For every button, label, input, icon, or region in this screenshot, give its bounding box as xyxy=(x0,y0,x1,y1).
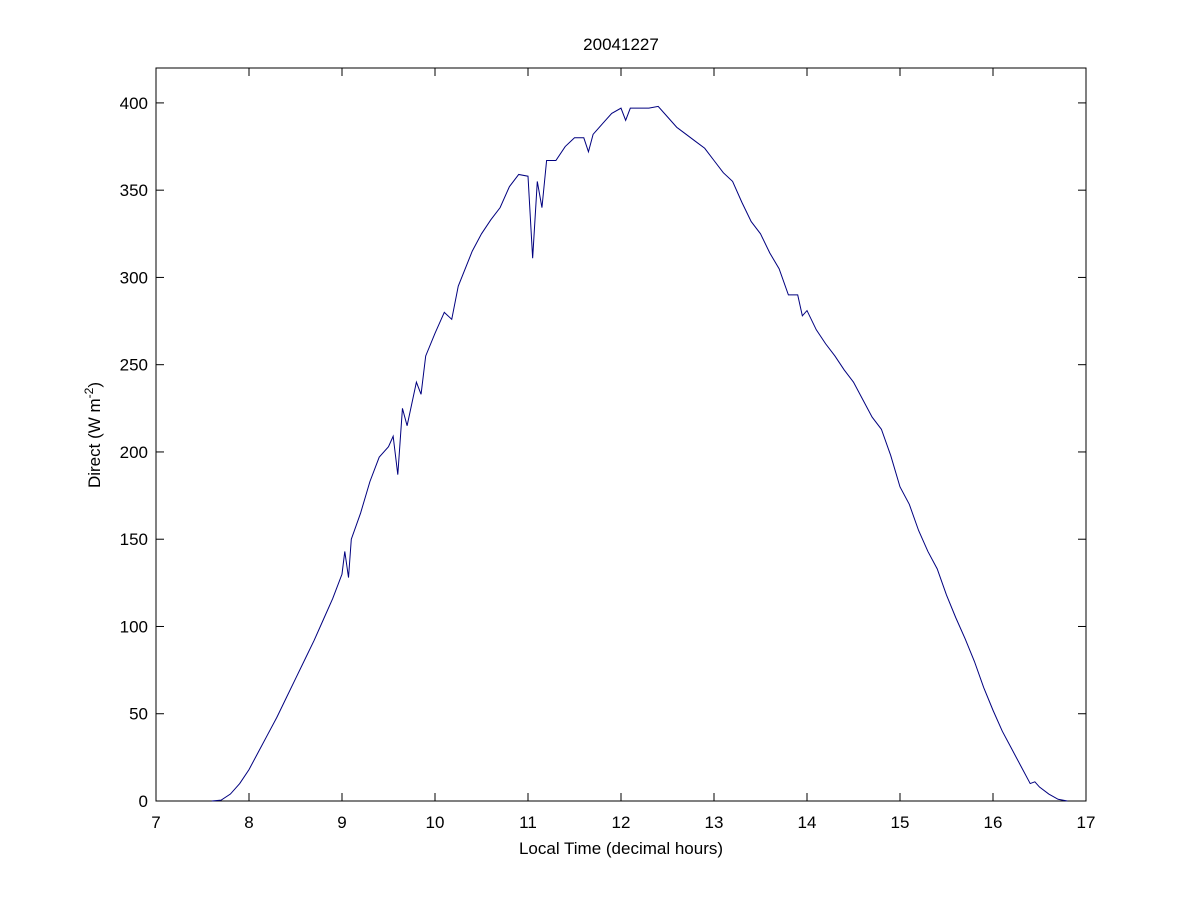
x-tick-label: 15 xyxy=(891,813,910,832)
y-axis-label-text: Direct (W m xyxy=(85,398,104,488)
y-tick-label: 350 xyxy=(120,181,148,200)
chart-title: 20041227 xyxy=(583,35,659,54)
data-line xyxy=(211,105,1068,802)
x-tick-label: 10 xyxy=(426,813,445,832)
y-tick-label: 250 xyxy=(120,356,148,375)
x-tick-label: 7 xyxy=(151,813,160,832)
x-tick-label: 9 xyxy=(337,813,346,832)
y-axis-label-suffix: ) xyxy=(85,382,104,388)
x-tick-label: 17 xyxy=(1077,813,1096,832)
x-tick-label: 12 xyxy=(612,813,631,832)
y-axis-label-sup: -2 xyxy=(82,387,96,398)
plot-frame xyxy=(155,67,1087,802)
y-tick-label: 0 xyxy=(139,792,148,811)
x-axis-label: Local Time (decimal hours) xyxy=(519,839,723,858)
x-tick-label: 8 xyxy=(244,813,253,832)
x-tick-label: 11 xyxy=(519,813,537,832)
y-tick-label: 200 xyxy=(120,443,148,462)
x-tick-label: 14 xyxy=(798,813,817,832)
y-tick-label: 50 xyxy=(129,705,148,724)
y-tick-label: 300 xyxy=(120,268,148,287)
y-axis-label: Direct (W m-2) xyxy=(82,382,104,488)
y-tick-label: 100 xyxy=(120,617,148,636)
x-tick-label: 13 xyxy=(705,813,724,832)
x-tick-label: 16 xyxy=(984,813,1003,832)
y-tick-label: 150 xyxy=(120,530,148,549)
y-tick-label: 400 xyxy=(120,94,148,113)
